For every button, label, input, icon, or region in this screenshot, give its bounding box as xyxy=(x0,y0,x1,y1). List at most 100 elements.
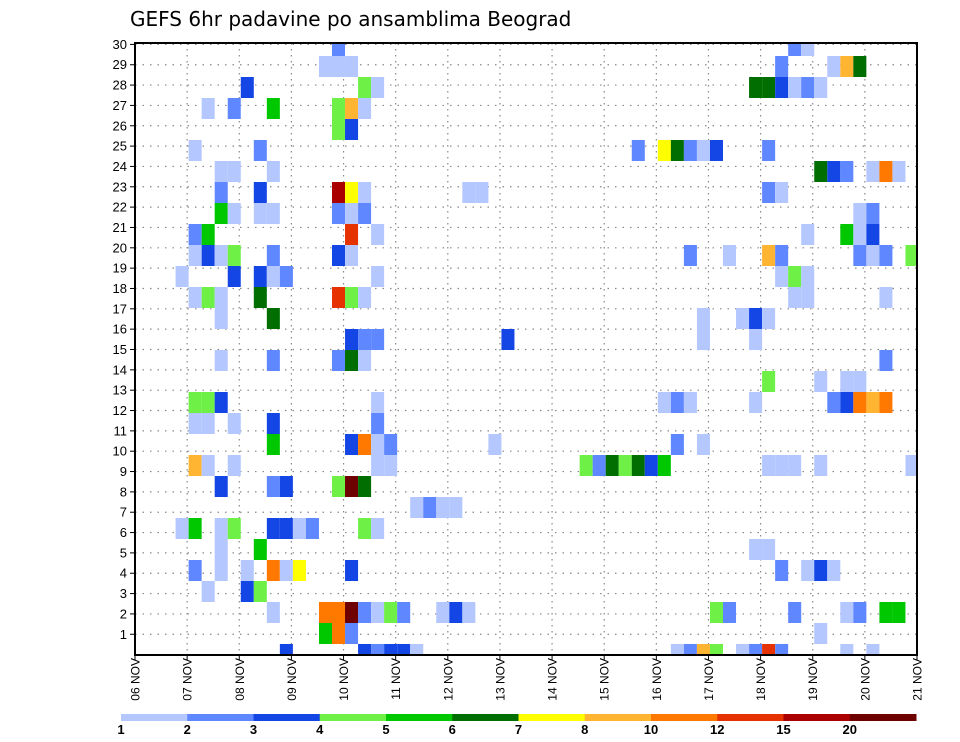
heatmap-cell xyxy=(266,98,280,119)
heatmap-cell xyxy=(214,560,228,581)
heatmap-cell xyxy=(253,581,267,602)
colorbar-segment xyxy=(783,714,851,721)
heatmap-cell xyxy=(305,518,319,539)
colorbar-label: 6 xyxy=(449,722,456,737)
heatmap-cell xyxy=(709,602,723,623)
heatmap-cell xyxy=(788,43,802,56)
colorbar-segment xyxy=(584,714,652,721)
heatmap-cell xyxy=(840,371,854,392)
heatmap-cell xyxy=(762,77,776,98)
heatmap-cell xyxy=(358,518,372,539)
heatmap-cell xyxy=(775,560,789,581)
heatmap-cell xyxy=(788,266,802,287)
heatmap-cell xyxy=(318,56,332,77)
heatmap-cell xyxy=(801,287,815,308)
heatmap-cell xyxy=(827,56,841,77)
x-tick-label: 10 NOV xyxy=(337,658,351,701)
heatmap-cell xyxy=(188,413,202,434)
heatmap-cell xyxy=(384,602,398,623)
heatmap-cell xyxy=(683,140,697,161)
heatmap-cell xyxy=(696,308,710,329)
heatmap-cell xyxy=(853,203,867,224)
y-tick-label: 7 xyxy=(120,505,127,520)
heatmap-cell xyxy=(762,182,776,203)
chart-title: GEFS 6hr padavine po ansamblima Beograd xyxy=(130,7,571,31)
heatmap-cell xyxy=(879,602,893,623)
y-tick-label: 17 xyxy=(113,301,127,316)
heatmap-cell xyxy=(188,560,202,581)
heatmap-cell xyxy=(345,602,359,623)
y-tick-label: 8 xyxy=(120,484,127,499)
heatmap-cell xyxy=(371,602,385,623)
heatmap-cell xyxy=(266,203,280,224)
heatmap-cell xyxy=(214,518,228,539)
heatmap-cell xyxy=(749,644,763,655)
heatmap-cell xyxy=(266,518,280,539)
heatmap-cell xyxy=(788,287,802,308)
heatmap-cell xyxy=(371,455,385,476)
colorbar-legend: 1 2 3 4 5 6 7 8 10 12 15 20 xyxy=(117,714,917,737)
heatmap-cell xyxy=(345,224,359,245)
heatmap-cell xyxy=(631,140,645,161)
heatmap-cell xyxy=(358,203,372,224)
x-tick-label: 13 NOV xyxy=(493,658,507,701)
heatmap-cell xyxy=(762,308,776,329)
x-tick-label: 19 NOV xyxy=(806,658,820,701)
y-tick-label: 24 xyxy=(113,159,127,174)
heatmap-cell xyxy=(736,644,750,655)
heatmap-cell xyxy=(775,182,789,203)
heatmap-cell xyxy=(488,434,502,455)
heatmap-cell xyxy=(670,644,684,655)
heatmap-cell xyxy=(840,644,854,655)
heatmap-cell xyxy=(253,203,267,224)
heatmap-cell xyxy=(332,43,346,56)
heatmap-cell xyxy=(371,434,385,455)
y-axis: 1234567891011121314151617181920212223242… xyxy=(113,37,135,642)
heatmap-cell xyxy=(214,287,228,308)
y-tick-label: 11 xyxy=(114,423,128,438)
heatmap-cell xyxy=(657,392,671,413)
heatmap-cell xyxy=(762,539,776,560)
heatmap-cell xyxy=(201,413,215,434)
heatmap-cell xyxy=(866,224,880,245)
y-tick-label: 20 xyxy=(113,240,127,255)
heatmap-cell xyxy=(332,602,346,623)
heatmap-cell xyxy=(345,245,359,266)
heatmap-cell xyxy=(279,266,293,287)
heatmap-cell xyxy=(853,371,867,392)
heatmap-cell xyxy=(788,455,802,476)
y-tick-label: 14 xyxy=(113,362,127,377)
y-tick-label: 5 xyxy=(120,545,127,560)
y-tick-label: 6 xyxy=(120,525,127,540)
heatmap-cell xyxy=(801,224,815,245)
heatmap-cell xyxy=(670,434,684,455)
heatmap-cell xyxy=(709,140,723,161)
heatmap-cell xyxy=(775,266,789,287)
heatmap-cell xyxy=(201,245,215,266)
heatmap-cell xyxy=(188,287,202,308)
heatmap-cell xyxy=(332,287,346,308)
heatmap-cell xyxy=(201,392,215,413)
heatmap-cells xyxy=(175,43,917,655)
heatmap-cell xyxy=(214,245,228,266)
heatmap-cell xyxy=(214,182,228,203)
heatmap-cell xyxy=(358,329,372,350)
y-tick-label: 2 xyxy=(120,606,127,621)
y-tick-label: 15 xyxy=(113,342,127,357)
heatmap-cell xyxy=(605,455,619,476)
colorbar-segment xyxy=(253,714,321,721)
heatmap-cell xyxy=(266,560,280,581)
heatmap-cell xyxy=(696,329,710,350)
heatmap-cell xyxy=(292,560,306,581)
heatmap-cell xyxy=(371,329,385,350)
heatmap-cell xyxy=(670,392,684,413)
colorbar-label: 1 xyxy=(117,722,124,737)
heatmap-cell xyxy=(892,602,906,623)
colorbar-label: 3 xyxy=(250,722,257,737)
heatmap-cell xyxy=(683,245,697,266)
colorbar-label: 5 xyxy=(382,722,389,737)
heatmap-cell xyxy=(279,476,293,497)
heatmap-cell xyxy=(188,518,202,539)
heatmap-cell xyxy=(749,77,763,98)
heatmap-cell xyxy=(840,224,854,245)
